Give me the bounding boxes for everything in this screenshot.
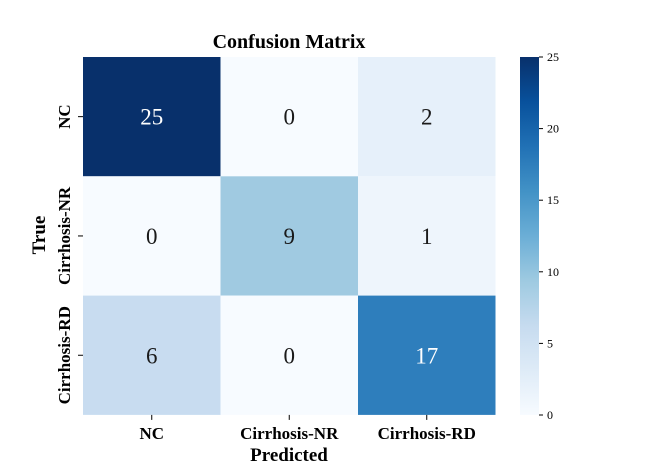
colorbar-tick-label: 10 [547, 265, 559, 279]
colorbar-tick-label: 15 [547, 193, 559, 207]
cell-value-label: 0 [284, 105, 296, 130]
colorbar-tick-label: 20 [547, 122, 559, 136]
y-tick-label: Cirrhosis-NR [55, 186, 74, 285]
x-axis-label: Predicted [250, 445, 328, 466]
heatmap-cell [83, 295, 221, 415]
y-tick-label: NC [55, 104, 74, 129]
heatmap-cell [358, 295, 496, 415]
cell-value-label: 2 [421, 105, 433, 130]
cell-value-label: 25 [140, 105, 163, 130]
heatmap-cell [220, 295, 358, 415]
colorbar-tick-label: 25 [547, 50, 559, 64]
colorbar: 0 5 10 15 20 25 [520, 50, 559, 422]
y-axis-ticks: NC Cirrhosis-NR Cirrhosis-RD [55, 104, 83, 404]
heatmap-cell [220, 57, 358, 177]
heatmap-cell [220, 176, 358, 296]
cell-value-label: 0 [146, 224, 158, 249]
cell-value-label: 9 [284, 224, 296, 249]
heatmap-cells: 25 0 2 0 9 1 6 0 17 [83, 57, 496, 415]
cell-value-label: 0 [284, 343, 296, 368]
heatmap-cell [358, 176, 496, 296]
cell-value-label: 1 [421, 224, 433, 249]
cell-value-label: 17 [415, 343, 438, 368]
y-tick-label: Cirrhosis-RD [55, 306, 74, 404]
heatmap-cell [83, 57, 221, 177]
colorbar-gradient [520, 57, 539, 415]
colorbar-tick-label: 0 [547, 408, 553, 422]
chart-title: Confusion Matrix [213, 31, 366, 53]
x-tick-label: NC [139, 424, 164, 443]
x-tick-label: Cirrhosis-NR [240, 424, 339, 443]
heatmap-cell [358, 57, 496, 177]
heatmap-cell [83, 176, 221, 296]
y-axis-label: True [29, 216, 50, 255]
cell-value-label: 6 [146, 343, 158, 368]
x-axis-ticks: NC Cirrhosis-NR Cirrhosis-RD [139, 414, 476, 443]
colorbar-tick-label: 5 [547, 336, 553, 350]
x-tick-label: Cirrhosis-RD [378, 424, 476, 443]
